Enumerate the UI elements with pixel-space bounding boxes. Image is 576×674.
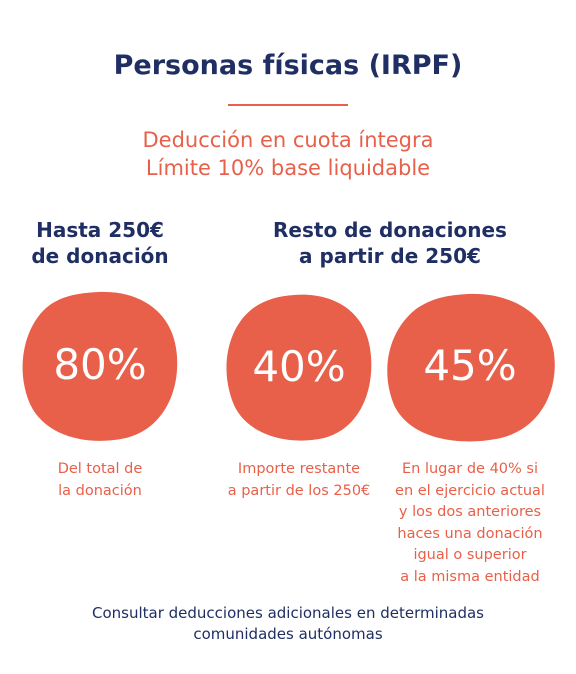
percentage-blob-45: [384, 291, 556, 443]
page-title: Personas físicas (IRPF): [113, 50, 463, 81]
subtitle-line-2: Límite 10% base liquidable: [145, 156, 431, 180]
right-heading-line-1: Resto de donaciones: [273, 218, 507, 242]
left-heading-line-1: Hasta 250€: [36, 218, 164, 242]
footer-line-2: comunidades autónomas: [193, 625, 383, 643]
percentage-blob-40: [224, 292, 374, 442]
note-1-line-2: la donación: [58, 482, 142, 499]
note-2-line-2: a partir de los 250€: [227, 482, 371, 499]
left-heading-line-2: de donación: [31, 244, 169, 268]
blob-shape: [387, 293, 555, 442]
percentage-value-3: 45%: [423, 341, 517, 390]
note-3-line-1: En lugar de 40% si: [402, 461, 538, 477]
note-2: Importe restante a partir de los 250€: [214, 459, 384, 502]
note-3-line-3: y los dos anteriores: [398, 504, 542, 520]
note-3-line-2: en el ejercicio actual: [395, 482, 545, 499]
note-3-line-6: a la misma entidad: [400, 568, 540, 585]
percentage-value-1: 80%: [53, 340, 147, 389]
note-3: En lugar de 40% si en el ejercicio actua…: [384, 459, 556, 588]
title-divider: [228, 104, 348, 106]
percentage-value-2: 40%: [252, 342, 346, 391]
note-1: Del total de la donación: [20, 459, 180, 502]
subtitle-line-1: Deducción en cuota íntegra: [142, 128, 434, 152]
footer-line-1: Consultar deducciones adicionales en det…: [91, 604, 484, 622]
note-1-line-1: Del total de: [57, 461, 143, 477]
blob-shape: [22, 291, 178, 441]
note-3-line-5: igual o superior: [413, 547, 527, 563]
right-heading-line-2: a partir de 250€: [299, 244, 481, 268]
percentage-blob-80: [20, 288, 180, 443]
note-2-line-1: Importe restante: [237, 461, 361, 477]
blob-shape: [226, 294, 372, 441]
note-3-line-4: haces una donación: [397, 525, 543, 542]
